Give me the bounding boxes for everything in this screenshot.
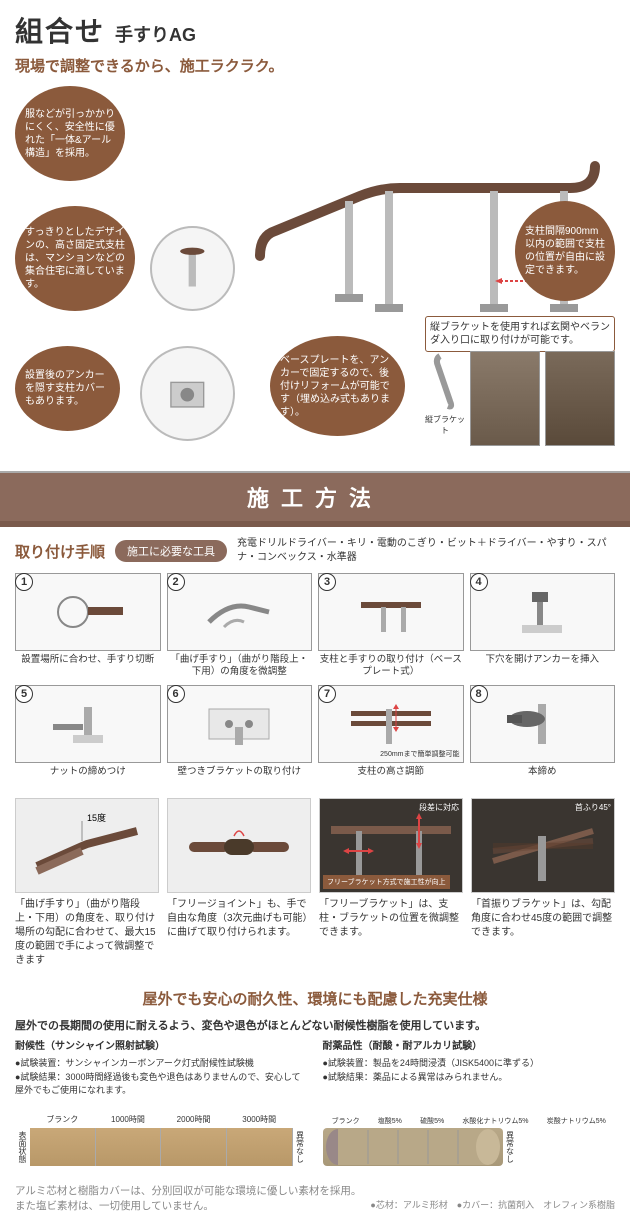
tools-pill: 施工に必要な工具 [115, 540, 227, 562]
step-icon [199, 699, 279, 749]
swatch2-label: ブランク [332, 1116, 360, 1126]
tagline: 現場で調整できるから、施工ラクラク。 [15, 55, 615, 76]
swatch2-label: 水酸化ナトリウム5% [462, 1116, 528, 1126]
step-icon [346, 699, 436, 749]
step-caption: 支柱と手すりの取り付け（ベースプレート式） [318, 654, 464, 679]
bubble-cover: 設置後のアンカーを隠す支柱カバーもあります。 [15, 346, 120, 431]
col2-line: ●試験装置：製品を24時間浸漬（JISK5400に準ずる） [323, 1057, 616, 1071]
title-sub: 手すりAG [115, 21, 196, 47]
step-num: 2 [167, 573, 185, 591]
step7-note: 250mmまで簡単調整可能 [380, 749, 459, 759]
step-num: 3 [318, 573, 336, 591]
bracket-images: 縦ブラケット [425, 351, 615, 446]
product-diagram: 服などが引っかかりにくく、安全性に優れた「一体&アール構造」を採用。 すっきりと… [0, 86, 630, 466]
step-caption: 下穴を開けアンカーを挿入 [470, 654, 616, 666]
feature-tag: 首ふり45° [575, 802, 611, 813]
step-icon [48, 699, 128, 749]
detail-post-circle [150, 226, 235, 311]
title-main: 組合せ [15, 10, 105, 50]
footer-line1: アルミ芯材と樹脂カバーは、分別回収が可能な環境に優しい素材を採用。 [15, 1184, 615, 1200]
step-num: 7 [318, 685, 336, 703]
feature-img-joint [167, 798, 311, 893]
svg-text:15度: 15度 [87, 812, 106, 823]
step-icon [351, 587, 431, 637]
col1-label: 耐候性（サンシャイン照射試験） [15, 1039, 308, 1054]
swatch-result: 異常なし [293, 1129, 308, 1165]
col1-line: ●試験結果：3000時間経過後も変色や退色はありませんので、安心して屋外でもご使… [15, 1071, 308, 1098]
col2-line: ●試験結果：薬品による異常はみられません。 [323, 1071, 616, 1085]
step-num: 8 [470, 685, 488, 703]
swatch2-result: 異常なし [503, 1129, 518, 1165]
feature-img-freebracket: フリーブラケット方式で施工性が向上 段差に対応 [319, 798, 463, 893]
section-title: 施工方法 [0, 471, 630, 527]
tools-list: 充電ドリルドライバー・キリ・電動のこぎり・ビット＋ドライバー・やすり・スパナ・コ… [237, 537, 615, 565]
swatch-rowlabel: 表面状態 [15, 1129, 30, 1165]
feature-caption: 「フリージョイント」も、手で自由な角度（3次元曲げも可能）に曲げて取り付けられま… [167, 898, 311, 940]
footer-note: ●芯材：アルミ形材 ●カバー：抗菌剤入 オレフィン系樹脂 [370, 1199, 615, 1215]
step-caption: 壁つきブラケットの取り付け [167, 766, 313, 778]
step-icon [502, 587, 582, 637]
page-title: 組合せ 手すりAG [15, 10, 615, 50]
bubble-baseplate: ベースプレートを、アンカーで固定するので、後付けリフォームが可能です（埋め込み式… [270, 336, 405, 436]
install-title: 取り付け手順 [15, 541, 105, 562]
col2-label: 耐薬品性（耐酸・耐アルカリ試験） [323, 1039, 616, 1054]
feature-tag2: 段差に対応 [419, 802, 459, 813]
feature-img-bend: 15度 [15, 798, 159, 893]
step-caption: 本締め [470, 766, 616, 778]
feature-caption: 「曲げ手すり」（曲がり階段上・下用）の角度を、取り付け場所の勾配に合わせて、最大… [15, 898, 159, 968]
step-num: 4 [470, 573, 488, 591]
step-num: 1 [15, 573, 33, 591]
step-icon [48, 587, 128, 637]
steps-grid: 1 設置場所に合わせ、手すり切断 2 「曲げ手すり」（曲がり階段上・下用）の角度を微… [15, 573, 615, 778]
durability-sub: 屋外での長期間の使用に耐えるよう、変色や退色がほとんどない耐候性樹脂を使用してい… [15, 1017, 615, 1033]
col1-line: ●試験装置：サンシャインカーボンアーク灯式耐候性試験機 [15, 1057, 308, 1071]
bubble-design: すっきりとしたデザインの、高さ固定式支柱は、マンションなどの集合住宅に適していま… [15, 206, 135, 311]
bracket-label: 縦ブラケット [425, 414, 465, 436]
bubble-spacing: 支柱間隔900mm以内の範囲で支柱の位置が自由に設定できます。 [515, 201, 615, 301]
swatch2-label: 炭酸ナトリウム5% [547, 1116, 606, 1126]
feature-img-swivel: 首ふり45° [471, 798, 615, 893]
detail-base-circle [140, 346, 235, 441]
swatch-label: 1000時間 [111, 1114, 145, 1125]
swatch2-label: 塩酸5% [378, 1116, 402, 1126]
durability-title: 屋外でも安心の耐久性、環境にも配慮した充実仕様 [15, 988, 615, 1009]
step-num: 5 [15, 685, 33, 703]
bracket-note: 縦ブラケットを使用すれば玄関やベランダ入り口に取り付けが可能です。 [425, 316, 615, 352]
swatch-label: ブランク [46, 1114, 78, 1125]
feature-caption: 「首振りブラケット」は、勾配角度に合わせ45度の範囲で調整できます。 [471, 898, 615, 940]
chemical-test-roll [323, 1128, 503, 1166]
swatch-label: 2000時間 [177, 1114, 211, 1125]
step-icon [502, 699, 582, 749]
bubble-structure: 服などが引っかかりにくく、安全性に優れた「一体&アール構造」を採用。 [15, 86, 125, 181]
feature-caption: 「フリーブラケット」は、支柱・ブラケットの位置を微調整できます。 [319, 898, 463, 940]
step-caption: 設置場所に合わせ、手すり切断 [15, 654, 161, 666]
step-caption: ナットの締めつけ [15, 766, 161, 778]
step-icon [199, 587, 279, 637]
swatch-label: 3000時間 [242, 1114, 276, 1125]
feature-tag: フリーブラケット方式で施工性が向上 [323, 875, 450, 889]
footer-line2: また塩ビ素材は、一切使用していません。 [15, 1199, 214, 1215]
swatch2-label: 硫酸5% [420, 1116, 444, 1126]
step-caption: 支柱の高さ調節 [318, 766, 464, 778]
step-caption: 「曲げ手すり」（曲がり階段上・下用）の角度を微調整 [167, 654, 313, 679]
step-num: 6 [167, 685, 185, 703]
